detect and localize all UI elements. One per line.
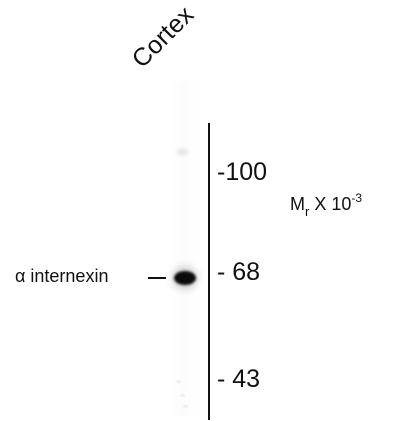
marker-100: -100 <box>217 158 268 186</box>
marker-43: - 43 <box>217 365 261 393</box>
unit-subscript: r <box>305 204 310 219</box>
lower-background-speck <box>180 394 185 397</box>
protein-label: α internexin <box>15 266 109 286</box>
lower-background-speck <box>176 380 181 383</box>
unit-main: M <box>290 194 305 214</box>
molecular-weight-axis-line <box>208 123 210 420</box>
lane-label-cortex: Cortex <box>126 0 200 74</box>
unit-middle: X 10 <box>309 194 352 214</box>
blot-lane <box>167 81 198 416</box>
alpha-internexin-band <box>174 271 196 285</box>
lower-background-speck <box>183 405 188 408</box>
faint-upper-band <box>176 148 189 156</box>
molecular-weight-unit-label: Mr X 10-3 <box>290 192 362 218</box>
protein-pointer-line <box>148 277 166 279</box>
unit-superscript: -3 <box>351 191 363 205</box>
marker-68: - 68 <box>217 258 261 286</box>
